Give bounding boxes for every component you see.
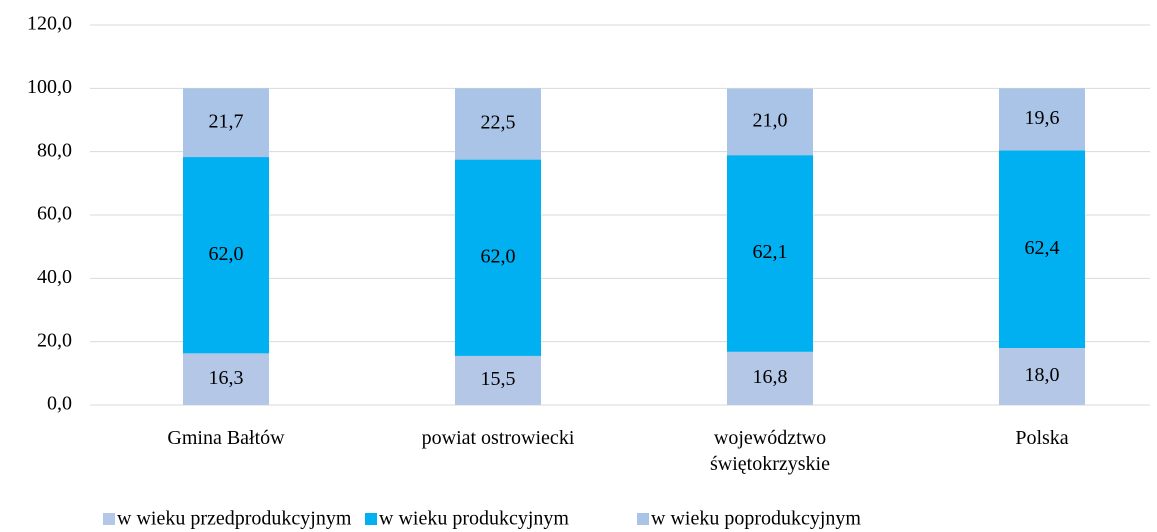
y-tick-label: 80,0 [37,139,72,161]
data-label: 62,1 [753,241,788,263]
bar-segment [455,159,541,356]
data-label: 62,0 [481,245,516,267]
legend-marker [103,513,115,525]
x-tick-label: Gmina Bałtów [167,427,285,449]
data-label: 19,6 [1025,107,1060,129]
y-tick-label: 40,0 [37,266,72,288]
bar-segment [183,353,269,405]
data-label: 22,5 [481,112,516,134]
bar-segment [183,88,269,158]
data-label: 62,0 [209,243,244,265]
y-tick-label: 60,0 [37,203,72,225]
legend-label: w wieku poprodukcyjnym [651,508,861,530]
y-tick-label: 100,0 [27,76,72,98]
bar-segment [183,157,269,354]
legend-label: w wieku przedprodukcyjnym [117,508,352,530]
data-label: 15,5 [481,368,516,390]
x-tick-label: powiat ostrowiecki [421,427,575,449]
legend-marker [365,513,377,525]
bar-segment [727,155,813,352]
y-tick-label: 120,0 [27,13,72,35]
bar-segment [455,355,541,405]
y-tick-label: 20,0 [37,329,72,351]
x-tick-label: województwo świętokrzyskie [710,427,830,475]
bar-segment [999,348,1085,405]
data-label: 16,8 [753,366,788,388]
legend-marker [637,513,649,525]
data-label: 16,3 [209,367,244,389]
data-label: 62,4 [1025,237,1060,259]
bar-segment [999,88,1085,151]
bar-segment [727,351,813,405]
data-label: 18,0 [1025,364,1060,386]
data-label: 21,0 [753,109,788,131]
y-tick-label: 0,0 [47,393,72,415]
legend-label: w wieku produkcyjnym [379,508,569,530]
bar-segment [727,88,813,156]
data-label: 21,7 [209,110,244,132]
x-tick-label: Polska [1015,427,1069,449]
bar-segment [999,150,1085,348]
bar-segment [455,88,541,160]
